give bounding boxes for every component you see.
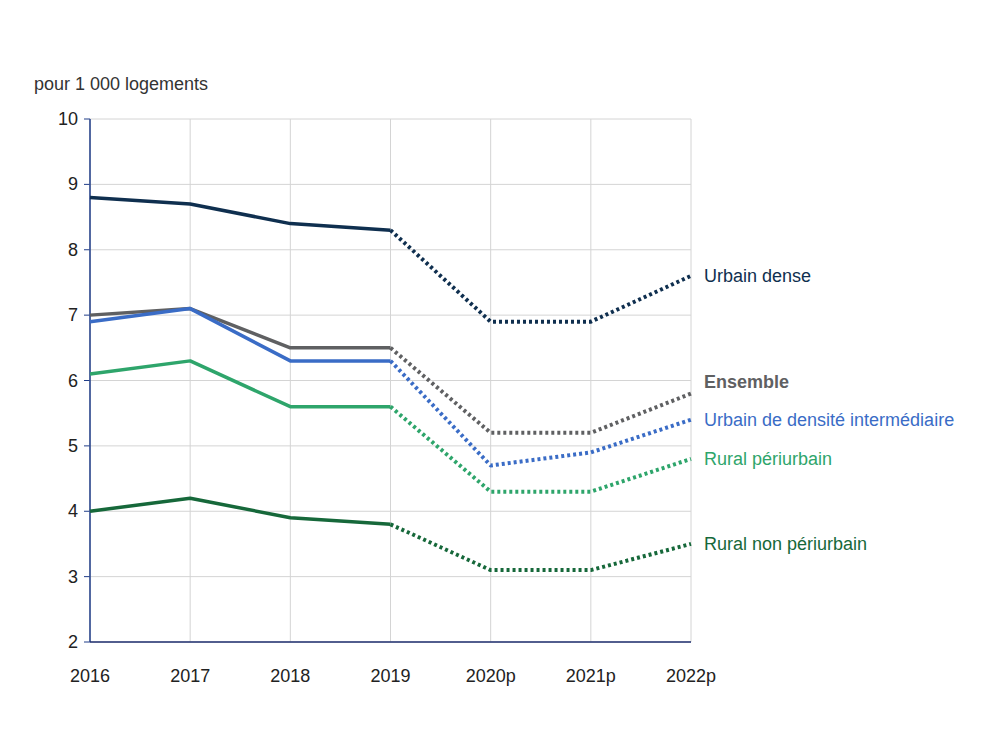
- grid: 2 3 4 5 6 7 8 9 10 2016 2017 2018 2019 2020p 2021p 2022…: [58, 109, 716, 686]
- x-tick-label: 2019: [370, 666, 410, 686]
- series-label: Urbain de densité intermédiaire: [704, 410, 954, 430]
- y-tick-label: 2: [68, 632, 78, 652]
- y-tick-label: 6: [68, 371, 78, 391]
- x-tick-label: 2017: [170, 666, 210, 686]
- series-lines: [90, 197, 691, 570]
- y-tick-label: 10: [58, 109, 78, 129]
- grid-line-vertical: [691, 119, 692, 642]
- y-tick: [84, 380, 90, 381]
- y-tick: [84, 576, 90, 577]
- x-tick-label: 2021p: [566, 666, 616, 686]
- y-tick-label: 4: [68, 501, 78, 521]
- grid-line-vertical: [290, 119, 291, 642]
- y-tick: [84, 119, 90, 120]
- series-label: Urbain dense: [704, 266, 811, 286]
- x-tick-label: 2016: [70, 666, 110, 686]
- y-tick: [84, 315, 90, 316]
- y-tick: [84, 249, 90, 250]
- series-line: [90, 361, 391, 407]
- series-line: [90, 309, 391, 361]
- y-tick: [84, 184, 90, 185]
- y-tick-label: 8: [68, 240, 78, 260]
- x-tick-label: 2022p: [666, 666, 716, 686]
- series-line-provisional: [391, 407, 692, 492]
- series-line-provisional: [391, 361, 692, 466]
- x-tick-label: 2020p: [466, 666, 516, 686]
- series-label: Rural périurbain: [704, 449, 832, 469]
- grid-line-vertical: [490, 119, 491, 642]
- series-line-provisional: [391, 230, 692, 322]
- y-tick: [84, 642, 90, 643]
- series-line-provisional: [391, 348, 692, 433]
- x-tick-label: 2018: [270, 666, 310, 686]
- x-axis: [90, 641, 691, 643]
- chart-container: pour 1 000 logements 2 3 4 5 6 7 8 9 10 2016 2017 20…: [0, 0, 1000, 750]
- series-label: Ensemble: [704, 372, 789, 392]
- grid-line: [90, 642, 691, 643]
- y-tick-label: 9: [68, 174, 78, 194]
- grid-line-vertical: [390, 119, 391, 642]
- y-tick-label: 7: [68, 305, 78, 325]
- series-label: Rural non périurbain: [704, 534, 867, 554]
- y-tick: [84, 511, 90, 512]
- chart-svg: pour 1 000 logements 2 3 4 5 6 7 8 9 10 2016 2017 20…: [0, 0, 1000, 750]
- series-line: [90, 498, 391, 524]
- series-labels: Urbain dense Ensemble Urbain de densité in…: [704, 266, 954, 554]
- series-line-provisional: [391, 524, 692, 570]
- y-axis-label: pour 1 000 logements: [34, 74, 208, 94]
- y-tick: [84, 445, 90, 446]
- series-line: [90, 197, 391, 230]
- y-tick-label: 3: [68, 567, 78, 587]
- grid-line-vertical: [590, 119, 591, 642]
- grid-line-vertical: [190, 119, 191, 642]
- y-tick-label: 5: [68, 436, 78, 456]
